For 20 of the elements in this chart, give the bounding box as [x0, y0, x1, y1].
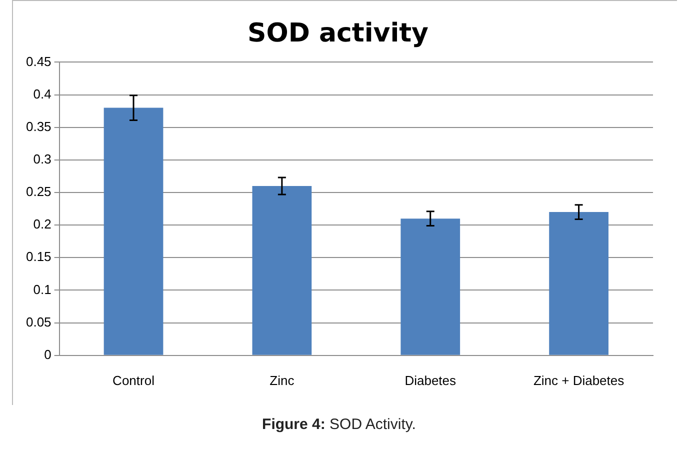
chart-title: SOD activity — [248, 18, 429, 48]
bar — [400, 218, 460, 355]
y-tick-label: 0.25 — [26, 184, 52, 200]
y-tick-label: 0 — [44, 346, 52, 362]
y-tick-label: 0.05 — [26, 314, 52, 330]
x-tick-label: Diabetes — [404, 372, 457, 388]
bar — [104, 108, 164, 355]
y-tick-label: 0.1 — [33, 282, 52, 297]
y-tick-label: 0.15 — [26, 249, 52, 264]
x-tick-label: Zinc + Diabetes — [533, 372, 625, 388]
x-tick-label: Zinc — [270, 372, 295, 388]
y-tick-label: 0.4 — [33, 86, 52, 102]
y-tick-label: 0.2 — [33, 216, 52, 232]
y-tick-label: 0.35 — [26, 118, 52, 134]
y-tick-label: 0.3 — [33, 152, 52, 167]
bar — [252, 186, 312, 355]
bar — [549, 212, 608, 355]
caption: Figure 4: SOD Activity. — [261, 416, 417, 433]
y-tick-label: 0.45 — [26, 54, 52, 69]
x-tick-label: Control — [112, 372, 155, 388]
